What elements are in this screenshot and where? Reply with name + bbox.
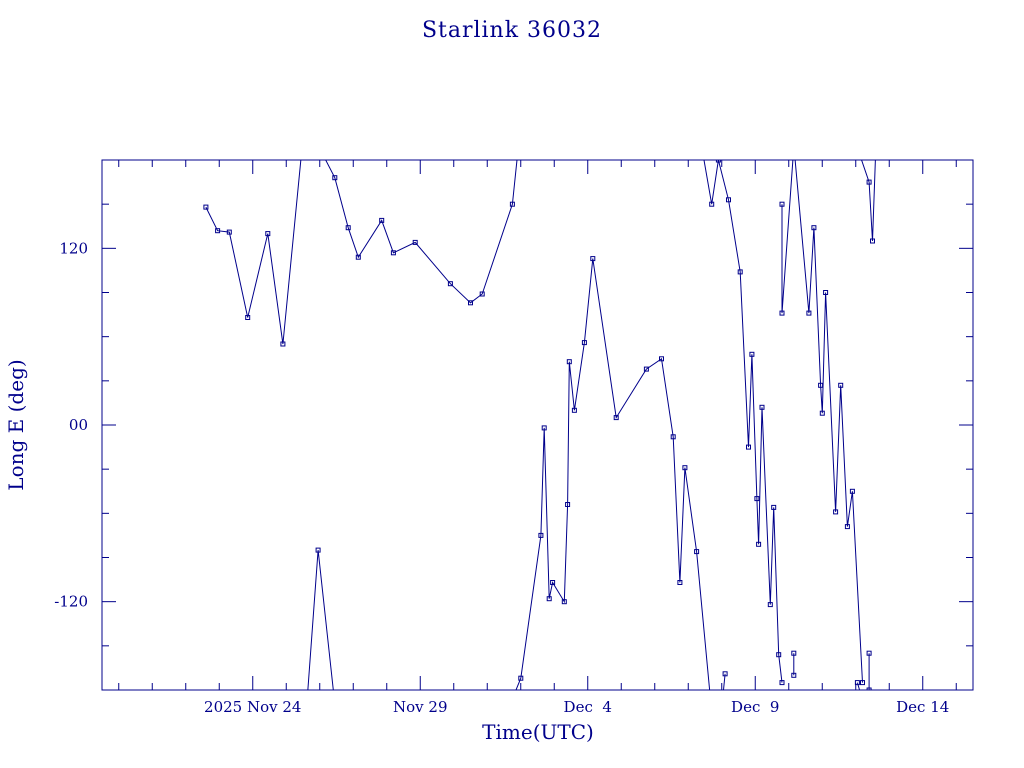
series-line: [307, 550, 334, 690]
data-point-marker: [844, 524, 850, 530]
data-point-marker: [722, 671, 728, 677]
data-point-marker: [746, 444, 751, 450]
data-point-marker: [854, 680, 860, 686]
data-point-marker: [860, 680, 865, 686]
data-series: [203, 160, 876, 690]
data-point-marker: [767, 602, 773, 608]
x-tick-label: Dec 9: [731, 698, 779, 716]
data-point-marker: [866, 179, 872, 185]
data-point-marker: [806, 310, 812, 316]
x-tick-label: 2025 Nov 24: [204, 698, 301, 716]
data-point-marker: [203, 204, 209, 210]
series-line: [781, 160, 794, 314]
x-tick-label: Nov 29: [393, 698, 448, 716]
data-point-marker: [280, 341, 286, 347]
series-line: [703, 160, 783, 683]
data-point-marker: [643, 366, 649, 372]
series-line: [205, 160, 302, 345]
series-line: [722, 673, 726, 690]
data-point-marker: [355, 254, 361, 260]
axis-ticks: [102, 160, 973, 690]
data-point-marker: [468, 300, 473, 306]
data-point-marker: [379, 217, 385, 223]
data-point-marker: [590, 256, 596, 262]
series-line: [868, 653, 870, 690]
data-point-marker: [756, 541, 762, 547]
x-tick-label: Dec 14: [896, 698, 949, 716]
data-point-marker: [779, 310, 785, 316]
data-point-marker: [613, 415, 619, 421]
data-point-marker: [811, 225, 817, 231]
data-point-marker: [315, 547, 321, 553]
data-point-marker: [749, 351, 755, 357]
data-point-marker: [833, 509, 839, 515]
data-point-marker: [682, 465, 688, 471]
data-point-marker: [870, 238, 875, 244]
y-tick-label: 00: [69, 416, 88, 434]
data-point-marker: [779, 680, 785, 686]
data-point-marker: [412, 239, 418, 245]
data-point-marker: [565, 502, 571, 507]
data-point-marker: [479, 291, 485, 297]
data-point-marker: [818, 382, 824, 388]
y-tick-label: -120: [54, 593, 88, 611]
data-point-marker: [709, 201, 715, 207]
data-point-marker: [541, 425, 547, 431]
data-point-marker: [866, 687, 872, 690]
data-point-marker: [771, 504, 777, 510]
data-point-marker: [215, 228, 221, 234]
data-point-marker: [715, 160, 721, 163]
series-line: [861, 160, 876, 242]
data-point-marker: [838, 382, 844, 388]
data-point-marker: [726, 197, 731, 203]
data-point-marker: [776, 652, 782, 658]
data-point-marker: [447, 281, 453, 287]
data-point-marker: [345, 225, 351, 231]
data-point-marker: [791, 650, 797, 656]
chart-title: Starlink 36032: [422, 18, 602, 43]
data-point-marker: [779, 201, 785, 207]
data-point-marker: [659, 356, 664, 362]
data-point-marker: [694, 549, 700, 555]
series-line: [325, 160, 518, 304]
axis-tick-labels: 2025 Nov 24 Nov 29 Dec 4 Dec 9 Dec 14 120 00 -1…: [54, 239, 949, 716]
data-point-marker: [550, 580, 556, 585]
data-point-marker: [518, 675, 524, 681]
data-point-marker: [546, 596, 552, 602]
data-point-marker: [819, 410, 825, 416]
data-point-marker: [538, 532, 544, 538]
data-point-marker: [737, 269, 743, 275]
data-point-marker: [759, 404, 765, 410]
data-point-marker: [561, 599, 567, 605]
data-point-marker: [754, 496, 760, 502]
data-point-marker: [245, 315, 251, 320]
data-point-marker: [866, 650, 872, 656]
series-line: [856, 682, 861, 690]
data-point-marker: [849, 488, 855, 494]
data-point-marker: [332, 175, 338, 181]
data-point-marker: [509, 201, 515, 207]
series-line: [794, 160, 863, 683]
data-point-marker: [677, 580, 683, 585]
data-point-marker: [571, 407, 577, 413]
data-point-marker: [670, 434, 676, 440]
data-point-marker: [823, 290, 829, 295]
data-point-marker: [566, 359, 572, 365]
series-clip-group: [203, 160, 876, 690]
y-axis-label: Long E (deg): [4, 359, 28, 490]
series-line: [515, 258, 711, 690]
x-tick-label: Dec 4: [564, 698, 612, 716]
data-point-marker: [265, 231, 271, 237]
x-axis-label: Time(UTC): [482, 720, 594, 744]
y-tick-label: 120: [59, 239, 88, 257]
data-point-marker: [791, 672, 797, 678]
data-point-marker: [581, 340, 587, 346]
data-point-marker: [390, 250, 396, 256]
data-point-marker: [226, 229, 232, 235]
